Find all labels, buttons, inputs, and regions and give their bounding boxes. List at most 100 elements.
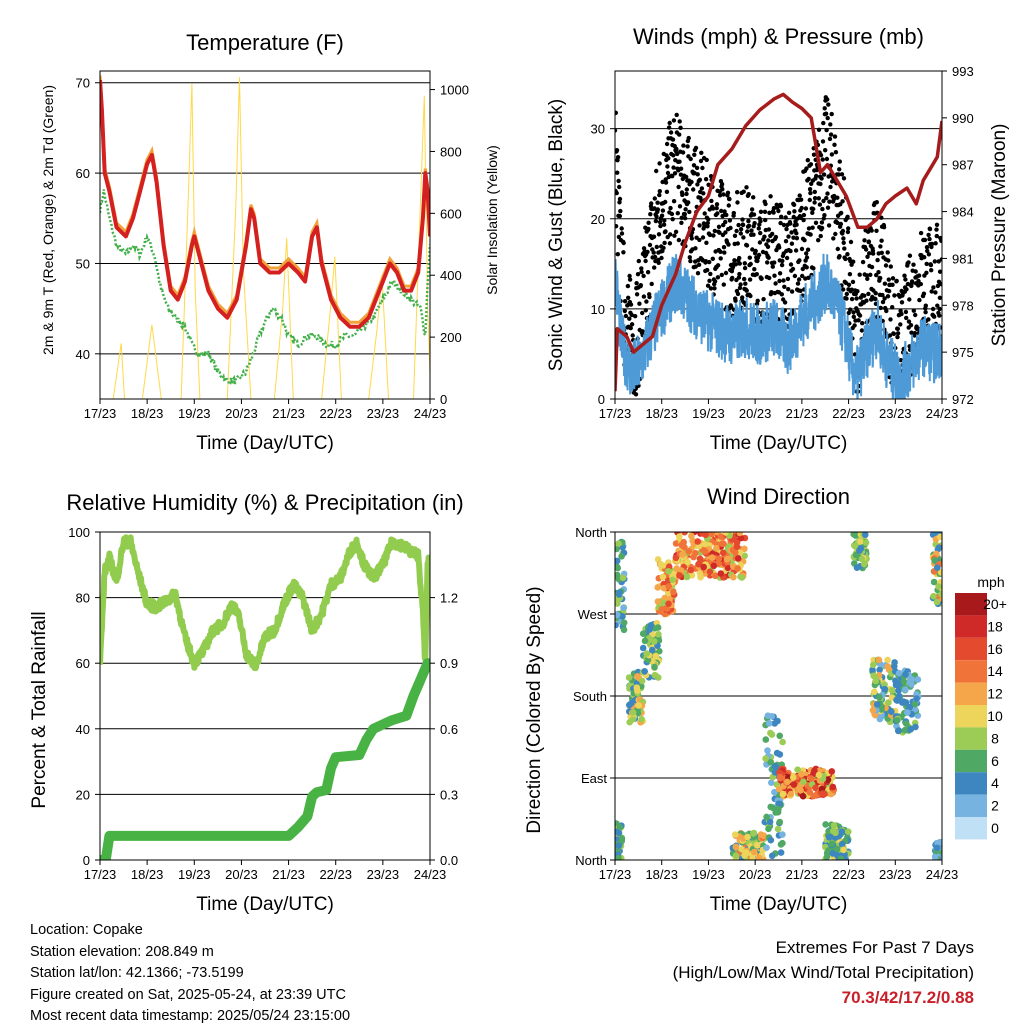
direction-point (672, 540, 680, 547)
gust-point (864, 273, 870, 278)
direction-point (615, 557, 621, 565)
direction-point (643, 650, 651, 657)
gust-point (656, 232, 662, 237)
gust-point (671, 118, 677, 123)
gust-point (767, 210, 772, 215)
gust-point (678, 172, 684, 177)
direction-point (732, 843, 740, 851)
gust-point (937, 269, 942, 274)
direction-point (688, 572, 696, 579)
direction-point (776, 818, 784, 826)
direction-point (750, 830, 757, 837)
humidity-line (100, 534, 430, 672)
direction-point (794, 766, 801, 773)
gust-point (677, 132, 682, 137)
gust-point (723, 219, 728, 225)
legend-label: 2 (991, 798, 999, 814)
gust-point (712, 228, 717, 234)
gust-point (628, 325, 633, 331)
gust-point (840, 228, 846, 234)
direction-point (741, 552, 748, 560)
gust-point (686, 200, 691, 205)
gust-point (840, 199, 845, 204)
gust-point (692, 152, 697, 157)
gust-point (652, 254, 658, 260)
gust-point (828, 184, 833, 190)
gust-point (814, 167, 819, 173)
direction-point (812, 784, 819, 792)
direction-point (615, 842, 623, 849)
gust-point (714, 202, 720, 207)
direction-point (717, 570, 725, 577)
gust-point (933, 241, 938, 246)
y-tick-label: 80 (76, 591, 90, 606)
gust-point (731, 210, 736, 216)
legend-label: 10 (987, 708, 1003, 724)
gust-point (693, 246, 698, 251)
gust-point (757, 240, 763, 245)
gust-point (621, 250, 626, 255)
gust-point (924, 245, 930, 250)
gust-point (655, 200, 660, 205)
extremes-panel: Extremes For Past 7 Days (High/Low/Max W… (673, 935, 974, 1010)
gust-point (797, 193, 802, 198)
direction-point (744, 833, 751, 841)
gust-point (803, 206, 809, 211)
gust-point (738, 227, 744, 232)
gust-point (821, 198, 826, 204)
direction-point (734, 565, 741, 572)
gust-point (647, 242, 653, 248)
direction-point (681, 532, 688, 536)
direction-point (876, 666, 883, 674)
gust-point (797, 258, 802, 263)
gust-point (906, 319, 912, 324)
gust-point (704, 157, 709, 163)
plot-area (100, 75, 430, 399)
gust-point (648, 212, 653, 217)
x-tick-label: 20/23 (225, 867, 258, 882)
x-tick-label: 24/23 (926, 406, 959, 421)
x-tick-label: 23/23 (367, 867, 400, 882)
direction-point (628, 699, 635, 707)
gust-point (618, 208, 623, 214)
gust-point (887, 333, 893, 338)
gust-point (678, 125, 683, 130)
gust-point (841, 236, 846, 241)
direction-point (873, 701, 881, 708)
direction-point (798, 770, 805, 778)
gust-point (874, 200, 879, 205)
gust-point (771, 210, 776, 215)
gust-point (844, 296, 849, 301)
gust-point (738, 282, 743, 287)
gust-point (772, 260, 777, 265)
gust-point (700, 165, 705, 171)
direction-point (639, 644, 647, 652)
gust-point (828, 132, 834, 137)
gust-point (671, 199, 677, 204)
gust-point (825, 205, 831, 210)
gust-point (926, 232, 931, 238)
chart-title: Wind Direction (707, 484, 850, 509)
direction-point (787, 790, 795, 798)
gust-point (708, 286, 714, 291)
direction-point (775, 785, 783, 793)
gust-point (784, 226, 789, 232)
gust-point (789, 230, 794, 235)
direction-point (687, 566, 695, 574)
direction-point (784, 778, 791, 786)
gust-point (922, 237, 928, 243)
gust-point (659, 213, 665, 218)
chart-temperature: Temperature (F) 40 50 60 70 0 200 400 600 800 1000… (40, 30, 500, 454)
gust-point (779, 214, 784, 219)
x-tick-label: 19/23 (178, 406, 211, 421)
y-axis-label: Percent & Total Rainfall (29, 611, 50, 808)
gust-point (865, 229, 871, 234)
gust-point (911, 308, 916, 313)
direction-point (871, 673, 879, 681)
gust-point (937, 306, 942, 312)
gust-point (874, 228, 879, 233)
gust-point (788, 262, 794, 267)
gust-point (789, 241, 795, 246)
gust-point (818, 181, 823, 187)
direction-point (908, 681, 915, 688)
